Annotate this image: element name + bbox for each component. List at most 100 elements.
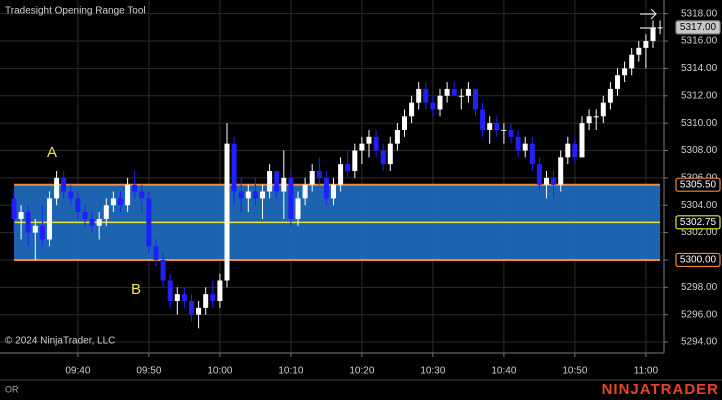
- candle-body: [103, 205, 109, 219]
- y-tick-label: 5304.00: [681, 200, 718, 211]
- candle-body: [39, 225, 45, 240]
- candle-body: [643, 41, 649, 48]
- price-badge: [675, 252, 721, 268]
- copyright: © 2024 NinjaTrader, LLC: [5, 336, 115, 347]
- y-tick-label: 5294.00: [681, 337, 718, 348]
- candle-body: [139, 191, 145, 199]
- y-tick-label: 5298.00: [681, 282, 718, 293]
- grid: [0, 0, 664, 353]
- indicator-label: OR: [5, 384, 19, 394]
- x-tick-label: 10:00: [207, 366, 232, 377]
- y-tick-label: 5310.00: [681, 118, 718, 129]
- candle-body: [416, 88, 422, 103]
- y-axis: 5294.00 5296.00 5298.00 5300.00 5302.00 5304.…: [664, 8, 721, 348]
- scroll-arrow[interactable]: [640, 8, 657, 29]
- candle-body: [68, 191, 74, 199]
- candle-body: [302, 184, 308, 199]
- candle-body: [224, 143, 230, 281]
- x-tick-label: 09:40: [65, 366, 90, 377]
- x-tick-label: 10:10: [278, 366, 303, 377]
- candle-body: [323, 177, 329, 199]
- candle-body: [586, 116, 592, 124]
- candle-body: [593, 116, 599, 118]
- candle-body: [615, 75, 620, 89]
- candle-body: [473, 88, 478, 110]
- candle-body: [316, 171, 322, 178]
- candle-body: [125, 184, 131, 206]
- x-tick-label: 10:30: [420, 366, 445, 377]
- price-badge-label: 5302.75: [680, 217, 717, 228]
- candle-body: [89, 218, 95, 226]
- candle-body: [153, 246, 159, 260]
- candle-body: [267, 171, 273, 192]
- x-tick-label: 11:00: [634, 366, 659, 377]
- candle-body: [196, 307, 202, 315]
- candle-body: [132, 184, 138, 192]
- candle-body: [203, 294, 209, 308]
- candle-body: [245, 191, 251, 199]
- candle-body: [373, 136, 379, 151]
- candle-body: [352, 150, 358, 172]
- candle-body: [167, 280, 173, 302]
- price-badge-label: 5317.00: [680, 22, 717, 33]
- candle-body: [274, 171, 280, 192]
- candle-body: [260, 191, 265, 199]
- candle-body: [359, 143, 365, 151]
- x-axis: 09:40 09:50 10:00 10:10 10:20 10:30 10:40 10:50…: [65, 353, 658, 377]
- candle-body: [607, 88, 613, 103]
- candle-body: [394, 129, 400, 144]
- candle-body: [465, 88, 471, 96]
- candle-body: [345, 164, 351, 172]
- candle-body: [423, 88, 429, 103]
- candle-body: [529, 143, 535, 165]
- candle-body: [522, 143, 528, 151]
- candle-body: [600, 102, 606, 117]
- candle-body: [96, 218, 102, 226]
- candle-body: [458, 95, 464, 97]
- price-badge: [675, 215, 721, 230]
- candle-body: [110, 198, 116, 206]
- y-tick-label: 5318.00: [681, 8, 718, 19]
- candle-body: [61, 177, 67, 192]
- candle-body: [572, 143, 578, 158]
- candle-body: [629, 54, 635, 69]
- candle-body: [295, 198, 301, 219]
- candle-body: [437, 95, 443, 110]
- price-badge: [675, 20, 721, 35]
- brand-logo: NINJATRADER: [602, 381, 719, 398]
- candles: [11, 20, 663, 329]
- candle-body: [558, 157, 564, 185]
- candle-body: [430, 102, 436, 110]
- chart-title: Tradesight Opening Range Tool: [5, 6, 146, 17]
- candle-body: [480, 109, 486, 130]
- candle-body: [579, 123, 585, 158]
- candle-body: [636, 47, 642, 55]
- candle-body: [544, 177, 549, 185]
- annotation: A: [47, 144, 57, 161]
- candle-body: [331, 184, 336, 199]
- x-tick-label: 10:50: [562, 366, 587, 377]
- annotation: B: [131, 281, 141, 298]
- y-tick-label: 5316.00: [681, 36, 718, 47]
- candle-body: [174, 294, 180, 302]
- candle-body: [252, 191, 258, 199]
- candle-body: [75, 198, 81, 213]
- candle-body: [181, 294, 187, 302]
- y-tick-label: 5314.00: [681, 63, 718, 74]
- candle-body: [487, 123, 493, 130]
- candle-body: [338, 164, 344, 185]
- candle-body: [366, 136, 372, 144]
- candle-body: [82, 212, 88, 219]
- candle-body: [238, 191, 244, 199]
- candle-body: [536, 164, 542, 185]
- candle-body: [32, 225, 38, 233]
- candle-body: [494, 123, 500, 130]
- candle-body: [217, 280, 223, 302]
- price-badge-label: 5305.50: [680, 179, 717, 190]
- y-tick-label: 5302.00: [681, 227, 718, 238]
- candle-body: [18, 212, 24, 219]
- candle-body: [231, 143, 237, 192]
- candle-body: [11, 198, 17, 219]
- candle-body: [54, 177, 60, 199]
